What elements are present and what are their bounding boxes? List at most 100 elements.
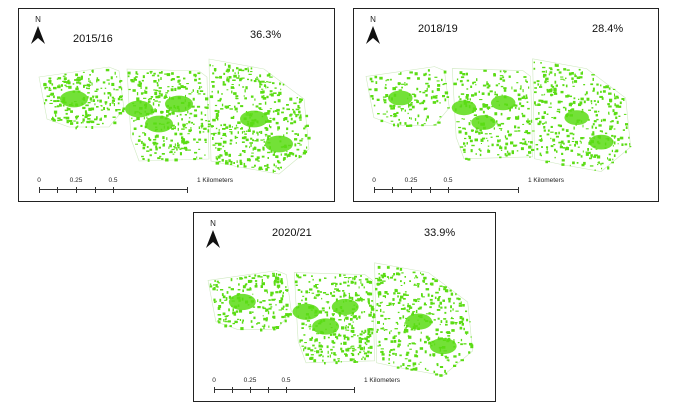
vegetation-patch bbox=[104, 115, 107, 118]
vegetation-patch bbox=[256, 323, 258, 325]
vegetation-patch bbox=[158, 101, 161, 103]
vegetation-patch bbox=[181, 136, 184, 139]
vegetation-patch bbox=[339, 295, 342, 298]
vegetation-patch bbox=[260, 276, 263, 278]
vegetation-patch bbox=[335, 285, 337, 287]
vegetation-patch bbox=[414, 299, 418, 303]
vegetation-patch bbox=[422, 279, 425, 283]
vegetation-patch bbox=[386, 266, 390, 269]
vegetation-patch bbox=[162, 136, 165, 140]
vegetation-patch bbox=[485, 137, 488, 139]
vegetation-patch bbox=[217, 314, 222, 316]
vegetation-patch bbox=[164, 73, 168, 75]
vegetation-patch bbox=[224, 153, 228, 156]
vegetation-patch bbox=[527, 118, 529, 121]
vegetation-patch bbox=[423, 107, 427, 110]
vegetation-patch bbox=[120, 98, 123, 101]
vegetation-patch bbox=[327, 355, 329, 358]
vegetation-patch bbox=[583, 84, 586, 86]
vegetation-patch bbox=[182, 138, 185, 140]
vegetation-patch bbox=[629, 146, 632, 148]
vegetation-patch bbox=[209, 285, 213, 288]
vegetation-patch bbox=[433, 319, 436, 321]
vegetation-patch bbox=[267, 86, 269, 89]
vegetation-patch bbox=[439, 374, 443, 377]
vegetation-patch bbox=[516, 71, 519, 73]
vegetation-patch bbox=[319, 291, 322, 293]
vegetation-patch bbox=[367, 332, 370, 336]
vegetation-patch bbox=[298, 116, 302, 119]
vegetation-patch bbox=[562, 106, 566, 109]
vegetation-patch bbox=[362, 356, 364, 359]
vegetation-patch bbox=[525, 94, 528, 97]
vegetation-patch bbox=[174, 87, 177, 91]
vegetation-patch bbox=[516, 82, 519, 84]
scale-tick bbox=[214, 387, 215, 393]
vegetation-patch bbox=[417, 77, 420, 80]
vegetation-patch bbox=[106, 79, 110, 81]
vegetation-patch bbox=[215, 300, 217, 303]
vegetation-patch bbox=[280, 153, 282, 156]
vegetation-patch bbox=[519, 88, 522, 90]
vegetation-patch bbox=[338, 333, 341, 336]
vegetation-patch bbox=[183, 142, 185, 145]
vegetation-patch bbox=[380, 119, 384, 123]
vegetation-patch bbox=[528, 123, 531, 125]
vegetation-patch bbox=[489, 133, 492, 135]
vegetation-cluster bbox=[125, 100, 153, 118]
vegetation-patch bbox=[272, 169, 274, 173]
vegetation-patch bbox=[153, 89, 156, 91]
vegetation-patch bbox=[259, 301, 263, 304]
study-area-block bbox=[38, 66, 125, 128]
vegetation-patch bbox=[412, 367, 416, 371]
vegetation-patch bbox=[249, 142, 253, 144]
vegetation-patch bbox=[259, 108, 263, 110]
vegetation-patch bbox=[475, 132, 477, 134]
vegetation-patch bbox=[300, 98, 303, 101]
vegetation-patch bbox=[618, 105, 622, 108]
vegetation-patch bbox=[359, 347, 364, 350]
vegetation-patch bbox=[138, 135, 141, 138]
vegetation-patch bbox=[613, 154, 616, 157]
vegetation-patch bbox=[616, 97, 619, 99]
vegetation-patch bbox=[153, 139, 157, 141]
vegetation-patch bbox=[269, 108, 272, 110]
vegetation-patch bbox=[522, 89, 524, 93]
vegetation-patch bbox=[609, 121, 613, 123]
vegetation-patch bbox=[378, 344, 381, 347]
vegetation-patch bbox=[236, 67, 238, 70]
vegetation-patch bbox=[445, 372, 448, 375]
vegetation-patch bbox=[578, 98, 580, 100]
vegetation-patch bbox=[581, 163, 585, 167]
vegetation-patch bbox=[297, 289, 301, 291]
vegetation-patch bbox=[287, 313, 291, 316]
vegetation-patch bbox=[559, 144, 562, 146]
vegetation-patch bbox=[76, 85, 79, 89]
vegetation-patch bbox=[541, 99, 544, 103]
vegetation-patch bbox=[432, 95, 437, 99]
vegetation-patch bbox=[595, 103, 597, 106]
vegetation-patch bbox=[497, 154, 500, 156]
vegetation-patch bbox=[248, 73, 252, 75]
vegetation-patch bbox=[171, 72, 174, 75]
vegetation-patch bbox=[526, 154, 529, 156]
vegetation-patch bbox=[503, 70, 506, 72]
vegetation-patch bbox=[264, 133, 268, 136]
vegetation-patch bbox=[188, 93, 192, 95]
vegetation-patch bbox=[150, 110, 155, 114]
vegetation-patch bbox=[269, 124, 270, 128]
vegetation-patch bbox=[383, 329, 385, 331]
vegetation-patch bbox=[234, 135, 237, 139]
vegetation-patch bbox=[105, 68, 110, 72]
vegetation-patch bbox=[574, 143, 576, 147]
vegetation-patch bbox=[590, 83, 594, 86]
vegetation-patch bbox=[437, 84, 441, 87]
vegetation-patch bbox=[304, 346, 307, 350]
vegetation-patch bbox=[177, 146, 180, 149]
vegetation-patch bbox=[397, 82, 401, 85]
vegetation-patch bbox=[320, 353, 323, 356]
vegetation-patch bbox=[302, 152, 306, 155]
vegetation-patch bbox=[318, 278, 322, 282]
vegetation-patch bbox=[536, 80, 540, 83]
vegetation-patch bbox=[518, 107, 520, 110]
